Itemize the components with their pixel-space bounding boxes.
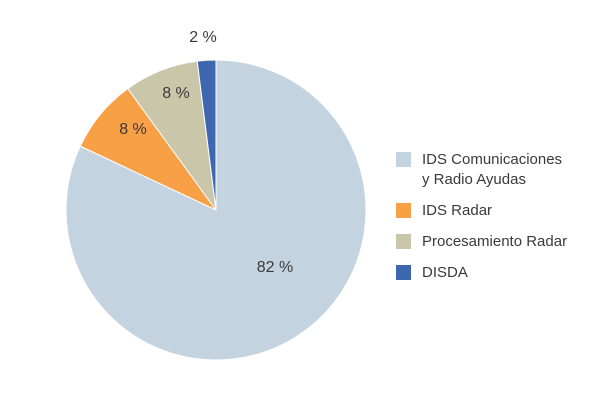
legend-item-2: IDS Radar — [396, 201, 596, 221]
legend-label: DISDA — [422, 264, 468, 281]
legend-label: Procesamiento Radar — [422, 233, 568, 250]
legend-swatch — [396, 265, 411, 280]
pie-data-label-3: 8 % — [162, 85, 190, 102]
pie-data-label-1: 82 % — [257, 259, 293, 276]
pie-data-labels: 82 % 8 % 8 % 2 % — [119, 29, 293, 276]
chart-legend: IDS Comunicaciones y Radio Ayudas IDS Rad… — [396, 150, 596, 294]
pie-slice-4 — [196, 59, 217, 211]
legend-item-4: DISDA — [396, 263, 596, 283]
legend-label: IDS Comunicaciones y Radio Ayudas — [422, 151, 563, 188]
legend-item-3: Procesamiento Radar — [396, 232, 596, 252]
pie-data-label-4: 2 % — [189, 29, 217, 46]
legend-swatch — [396, 203, 411, 218]
legend-swatch — [396, 152, 411, 167]
legend-label: IDS Radar — [422, 202, 493, 219]
pie-data-label-2: 8 % — [119, 121, 147, 138]
legend-swatch — [396, 234, 411, 249]
pie-slices — [65, 59, 367, 361]
legend-item-1: IDS Comunicaciones y Radio Ayudas — [396, 150, 596, 190]
